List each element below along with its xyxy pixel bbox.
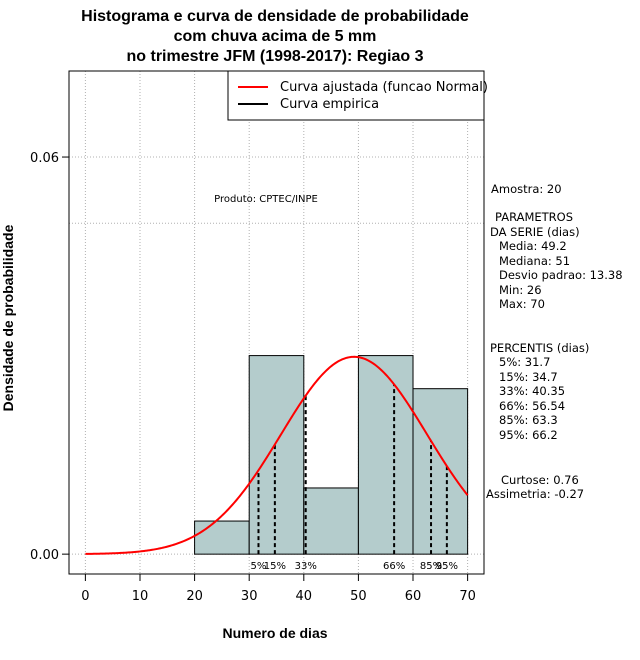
x-tick-label: 20	[186, 589, 203, 604]
curtose: Curtose: 0.76	[501, 473, 579, 487]
percentil-95: 95%: 66.2	[499, 428, 558, 442]
param-desvio: Desvio padrao: 13.38	[499, 268, 623, 282]
x-tick-label: 40	[296, 589, 313, 604]
percentil-5: 5%: 31.7	[499, 355, 550, 369]
percentile-label: 85%	[420, 561, 442, 572]
histogram-bars	[194, 355, 469, 555]
params-title-2: DA SERIE (dias)	[490, 225, 580, 239]
y-axis-label: Densidade de probabilidade	[0, 224, 16, 411]
y-tick-label: 0.00	[30, 548, 59, 563]
y-tick-label: 0.06	[30, 151, 59, 166]
assimetria: Assimetria: -0.27	[486, 487, 584, 501]
histogram-bar	[194, 520, 250, 555]
percentile-label: 95%	[436, 561, 458, 572]
normal-curve	[85, 355, 469, 555]
x-axis: 0 10 20 30 40 50 60 70	[81, 573, 476, 604]
histogram-bar	[412, 388, 469, 555]
percentile-label: 33%	[295, 561, 317, 572]
percentile-lines	[257, 384, 448, 555]
param-mediana: Mediana: 51	[499, 254, 570, 268]
param-max: Max: 70	[499, 297, 545, 311]
product-label: Produto: CPTEC/INPE	[214, 194, 318, 205]
histogram-bar	[248, 355, 305, 555]
title-line-3: no trimestre JFM (1998-2017): Regiao 3	[127, 48, 424, 65]
percentile-labels: 5%15% 33% 66% 85%95%	[251, 561, 458, 572]
title-line-2: com chuva acima de 5 mm	[174, 28, 377, 45]
title-line-1: Histograma e curva de densidade de proba…	[81, 8, 469, 25]
param-media: Media: 49.2	[499, 239, 567, 253]
percentil-15: 15%: 34.7	[499, 370, 558, 384]
x-tick-label: 60	[405, 589, 422, 604]
percentil-66: 66%: 56.54	[499, 399, 565, 413]
percentis-title: PERCENTIS (dias)	[490, 341, 589, 355]
x-tick-label: 50	[350, 589, 367, 604]
legend-label-empirical: Curva empirica	[280, 97, 379, 112]
side-panel: Amostra: 20 PARAMETROS DA SERIE (dias) M…	[486, 182, 623, 501]
percentile-label: 66%	[383, 561, 405, 572]
y-axis: 0.00 0.06	[30, 151, 70, 563]
x-tick-label: 0	[81, 589, 89, 604]
percentile-label: 15%	[264, 561, 286, 572]
percentil-85: 85%: 63.3	[499, 413, 558, 427]
x-axis-label: Numero de dias	[222, 625, 327, 641]
percentile-label: 5%	[251, 561, 267, 572]
histogram-bar	[303, 487, 359, 555]
x-tick-label: 70	[459, 589, 476, 604]
params-title-1: PARAMETROS	[495, 210, 573, 224]
x-tick-label: 30	[241, 589, 258, 604]
sample-size: Amostra: 20	[491, 182, 562, 196]
legend-box	[227, 70, 485, 121]
legend: Curva ajustada (funcao Normal) Curva emp…	[227, 70, 488, 121]
x-tick-label: 10	[132, 589, 149, 604]
param-min: Min: 26	[499, 283, 542, 297]
percentil-33: 33%: 40.35	[499, 384, 565, 398]
histogram-bar	[357, 355, 414, 555]
legend-label-curve: Curva ajustada (funcao Normal)	[280, 80, 488, 95]
